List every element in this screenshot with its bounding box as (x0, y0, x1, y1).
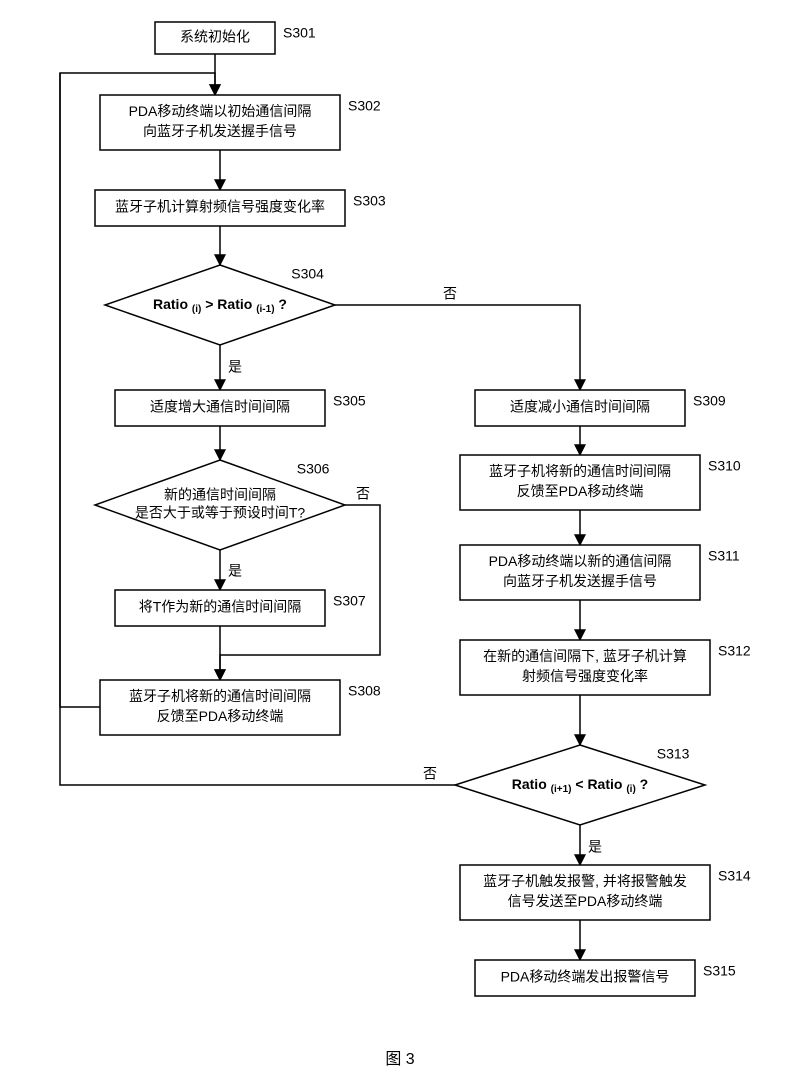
step-label: S301 (283, 25, 316, 41)
step-label: S311 (708, 548, 740, 564)
box-text: 将T作为新的通信时间间隔 (139, 599, 302, 615)
step-label: S313 (657, 746, 690, 762)
box-text: 信号发送至PDA移动终端 (508, 893, 663, 909)
box-text: 蓝牙子机将新的通信时间间隔 (129, 688, 311, 704)
step-label: S302 (348, 98, 381, 114)
box-text: 在新的通信间隔下, 蓝牙子机计算 (483, 648, 687, 664)
step-label: S304 (291, 266, 324, 282)
box-text: PDA移动终端发出报警信号 (501, 969, 670, 985)
edge-label: 否 (356, 486, 370, 502)
box-text: 射频信号强度变化率 (522, 668, 648, 684)
edge-label: 是 (228, 563, 242, 579)
diamond-text: 是否大于或等于预设时间T? (135, 505, 306, 521)
step-label: S306 (297, 461, 330, 477)
edge-label: 是 (228, 359, 242, 375)
step-label: S305 (333, 393, 366, 409)
step-label: S314 (718, 868, 751, 884)
box-text: 向蓝牙子机发送握手信号 (503, 573, 657, 589)
box-text: 反馈至PDA移动终端 (517, 483, 644, 499)
step-label: S310 (708, 458, 741, 474)
box-text: 适度增大通信时间间隔 (150, 399, 290, 415)
edge-label: 是 (588, 839, 602, 855)
box-text: 反馈至PDA移动终端 (157, 708, 284, 724)
step-label: S312 (718, 643, 751, 659)
flowchart: 是是否否是否系统初始化S301PDA移动终端以初始通信间隔向蓝牙子机发送握手信号… (0, 0, 800, 1092)
step-label: S303 (353, 193, 386, 209)
edge-label: 否 (443, 286, 457, 302)
box-text: PDA移动终端以初始通信间隔 (129, 103, 312, 119)
box-text: PDA移动终端以新的通信间隔 (489, 553, 672, 569)
step-label: S315 (703, 963, 736, 979)
edge-label: 否 (423, 766, 437, 782)
box-text: 适度减小通信时间间隔 (510, 399, 650, 415)
diamond-text: 新的通信时间间隔 (164, 487, 276, 503)
box-text: 蓝牙子机计算射频信号强度变化率 (115, 199, 325, 215)
box-text: 向蓝牙子机发送握手信号 (143, 123, 297, 139)
step-label: S309 (693, 393, 726, 409)
step-label: S307 (333, 593, 366, 609)
box-text: 系统初始化 (180, 29, 250, 45)
figure-caption: 图 3 (385, 1051, 414, 1068)
box-text: 蓝牙子机触发报警, 并将报警触发 (483, 873, 687, 889)
edge (335, 305, 580, 390)
step-label: S308 (348, 683, 381, 699)
edge (60, 73, 455, 785)
box-text: 蓝牙子机将新的通信时间间隔 (489, 463, 671, 479)
